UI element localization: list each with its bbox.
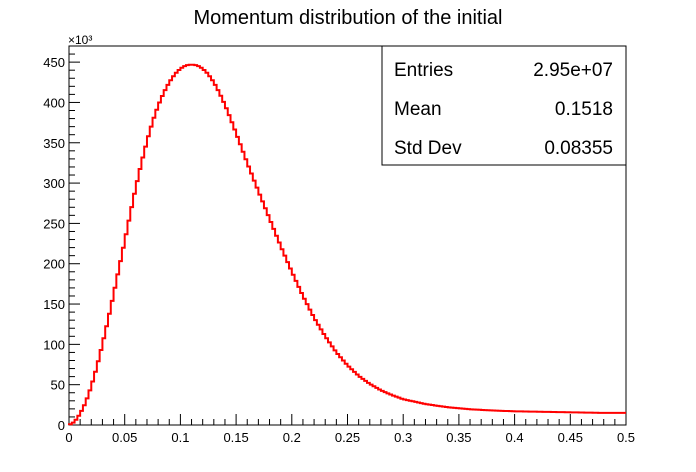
x-axis-tick-labels: 0 0.05 0.1 0.15 0.2 0.25 0.3 0.35 0.4 0.45 0.5 (65, 430, 635, 445)
stats-label: Std Dev (394, 138, 462, 159)
x-tick-label: 0.4 (506, 430, 524, 445)
y-tick-label: 50 (51, 378, 65, 393)
y-tick-label: 0 (58, 418, 65, 433)
chart-title: Momentum distribution of the initial (193, 7, 502, 29)
stats-value: 0.08355 (544, 138, 613, 159)
stats-label: Mean (394, 99, 442, 120)
x-tick-label: 0.15 (223, 430, 248, 445)
y-tick-label: 450 (43, 55, 65, 70)
x-tick-label: 0.3 (394, 430, 412, 445)
x-tick-label: 0.35 (446, 430, 471, 445)
y-tick-label: 350 (43, 136, 65, 151)
stats-box: Entries 2.95e+07 Mean 0.1518 Std Dev 0.08355 (381, 45, 627, 166)
y-tick-label: 250 (43, 216, 65, 231)
stats-value: 2.95e+07 (533, 60, 613, 81)
y-axis-multiplier: ×10³ (68, 33, 92, 47)
x-tick-label: 0 (65, 430, 72, 445)
x-tick-label: 0.25 (335, 430, 360, 445)
stats-label: Entries (394, 60, 453, 81)
x-tick-label: 0.1 (171, 430, 189, 445)
x-tick-label: 0.05 (112, 430, 137, 445)
stats-value: 0.1518 (555, 99, 613, 120)
stats-rows: Entries 2.95e+07 Mean 0.1518 Std Dev 0.08355 (394, 60, 613, 159)
y-tick-label: 100 (43, 337, 65, 352)
x-tick-label: 0.5 (617, 430, 635, 445)
y-axis-tick-labels: 0 50 100 150 200 250 300 350 400 450 (43, 55, 65, 433)
stats-box-frame (381, 45, 627, 166)
y-tick-label: 200 (43, 257, 65, 272)
x-tick-label: 0.2 (283, 430, 301, 445)
y-tick-label: 300 (43, 176, 65, 191)
x-tick-label: 0.45 (558, 430, 583, 445)
y-axis-ticks (69, 45, 80, 426)
y-tick-label: 400 (43, 95, 65, 110)
x-axis-ticks (68, 414, 627, 425)
histogram-series-line (68, 63, 626, 426)
y-tick-label: 150 (43, 297, 65, 312)
y-axis-multiplier-text: ×10³ (68, 33, 92, 47)
